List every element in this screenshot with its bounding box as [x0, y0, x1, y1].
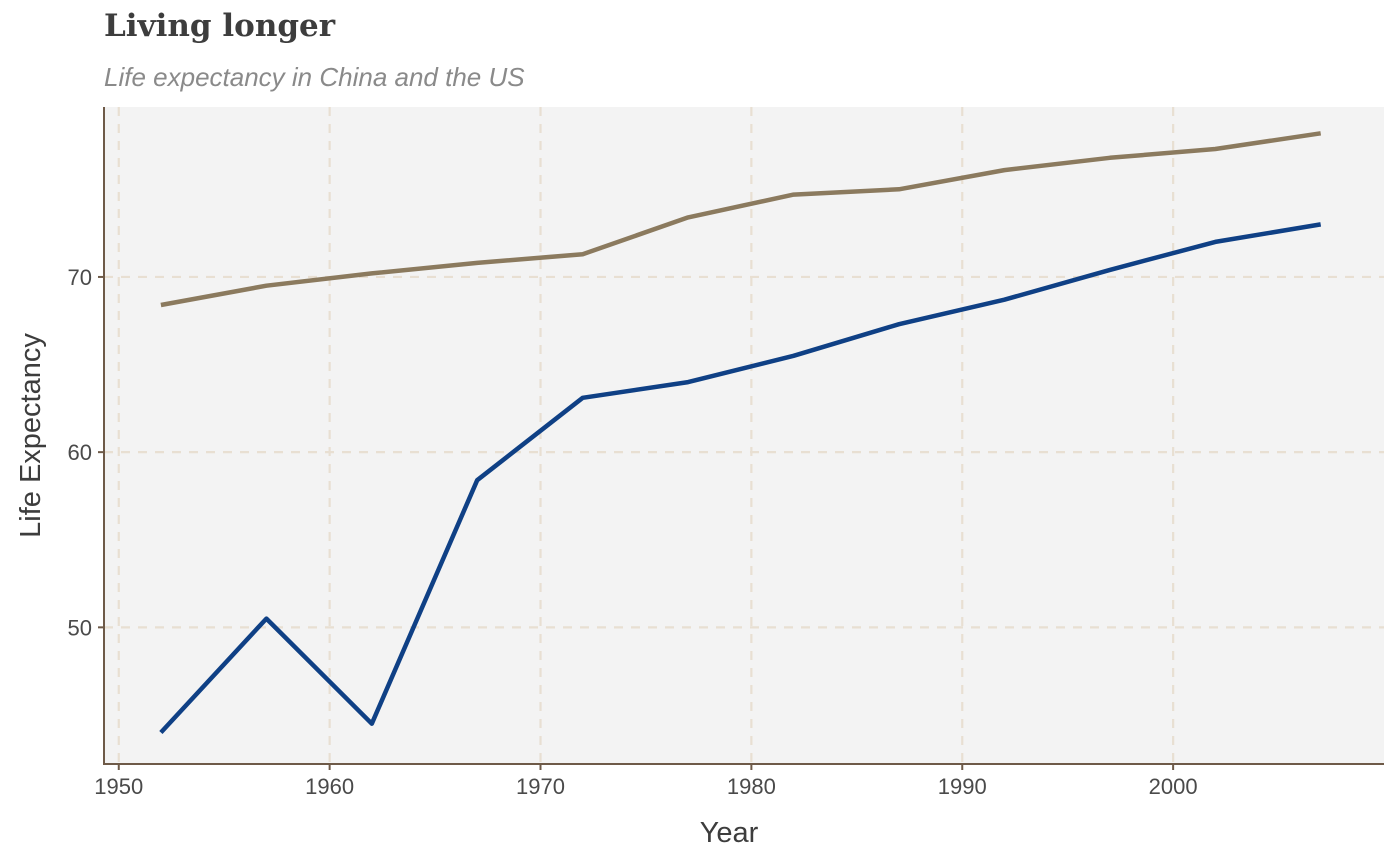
x-tick-label: 1950 [94, 774, 143, 799]
y-axis-title: Life Expectancy [15, 333, 47, 538]
y-tick-label: 60 [68, 440, 92, 465]
x-tick-label: 1970 [516, 774, 565, 799]
x-tick-label: 1980 [727, 774, 776, 799]
series-layer [159, 131, 1322, 735]
grid [104, 107, 1384, 764]
x-tick-label: 1960 [305, 774, 354, 799]
x-tick-label: 2000 [1149, 774, 1198, 799]
axes [103, 107, 1384, 765]
x-axis-title: Year [700, 817, 759, 849]
tick-labels: 1950 1960 1970 1980 1990 2000 50 60 70 [68, 265, 1198, 799]
x-tick-label: 1990 [938, 774, 987, 799]
series-line-1 [160, 131, 1322, 308]
y-tick-label: 70 [68, 265, 92, 290]
series-line-2 [159, 222, 1322, 735]
chart-subtitle: Life expectancy in China and the US [104, 62, 525, 92]
chart-title: Living longer [104, 8, 336, 44]
y-tick-label: 50 [68, 615, 92, 640]
plot-background [104, 107, 1384, 764]
